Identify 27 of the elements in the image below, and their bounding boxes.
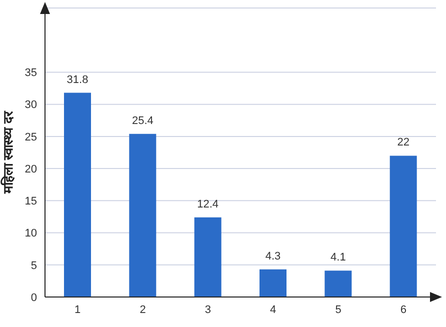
data-label: 12.4 xyxy=(197,198,219,210)
x-tick-label: 6 xyxy=(400,304,406,316)
bar xyxy=(390,156,417,297)
bar xyxy=(194,217,222,297)
y-tick-label: 25 xyxy=(24,131,37,144)
x-tick-label: 2 xyxy=(140,304,146,316)
y-tick-label: 0 xyxy=(30,292,37,304)
bar xyxy=(324,270,352,297)
x-tick-label: 3 xyxy=(204,304,211,316)
bar xyxy=(129,134,156,297)
bar xyxy=(260,269,286,297)
data-label: 4.3 xyxy=(265,250,281,262)
y-tick-label: 5 xyxy=(30,260,37,272)
data-label: 31.8 xyxy=(66,74,88,86)
y-axis-title: महिला स्वास्थ्य दर xyxy=(0,110,16,195)
y-tick-label: 20 xyxy=(24,163,37,176)
bar xyxy=(64,92,91,297)
data-label: 4.1 xyxy=(330,252,346,264)
data-label: 25.4 xyxy=(132,114,154,127)
y-tick-label: 15 xyxy=(24,196,37,208)
y-tick-label: 10 xyxy=(24,228,37,240)
x-tick-label: 5 xyxy=(335,304,342,316)
y-tick-label: 35 xyxy=(24,67,37,80)
x-tick-label: 4 xyxy=(270,304,276,316)
x-tick-label: 1 xyxy=(74,304,81,316)
y-tick-label: 30 xyxy=(24,99,37,112)
data-label: 22 xyxy=(397,136,410,149)
